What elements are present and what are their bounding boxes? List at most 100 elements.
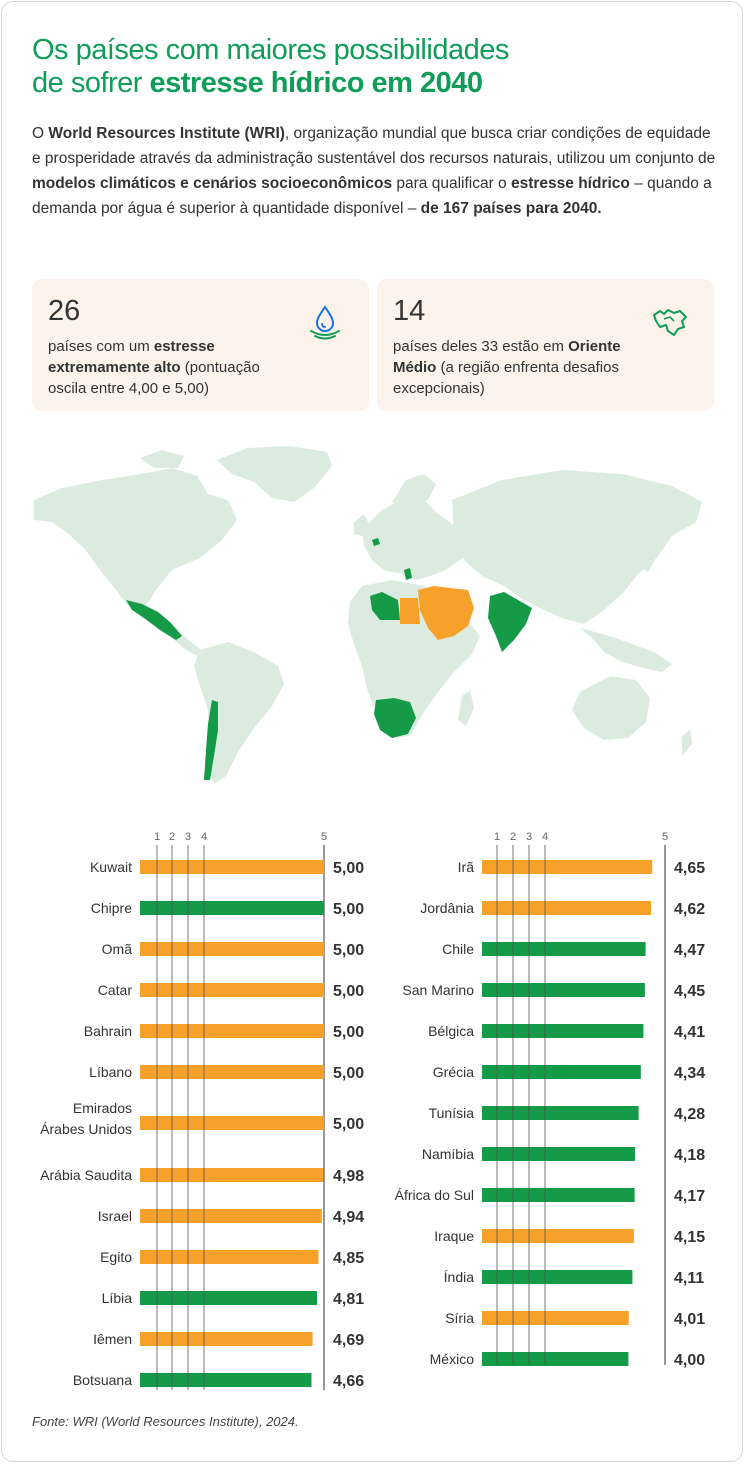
data-label: 5,00: [333, 860, 364, 877]
bar: [140, 1168, 324, 1182]
category-label: Namíbia: [422, 1146, 474, 1162]
bar: [482, 860, 653, 874]
map-japan: [642, 544, 656, 572]
category-label: Omã: [102, 941, 133, 957]
category-label: Síria: [445, 1310, 474, 1326]
bar: [482, 1065, 641, 1079]
bar: [140, 860, 324, 874]
data-label: 4,81: [333, 1291, 364, 1308]
data-label: 4,01: [674, 1311, 705, 1328]
data-label: 5,00: [333, 1116, 364, 1133]
map-chile: [204, 700, 218, 780]
data-label: 4,94: [333, 1209, 364, 1226]
category-label: Iraque: [434, 1228, 474, 1244]
bar: [482, 1188, 635, 1202]
map-new-zealand: [682, 730, 692, 756]
axis-tick-label: 2: [169, 831, 175, 843]
map-libia-tunisia: [370, 592, 400, 620]
data-label: 4,47: [674, 942, 705, 959]
category-label: Botsuana: [73, 1372, 132, 1388]
category-label: Índia: [444, 1269, 475, 1285]
map-south-america: [194, 642, 284, 784]
data-label: 4,85: [333, 1250, 364, 1267]
data-label: 5,00: [333, 901, 364, 918]
data-label: 5,00: [333, 983, 364, 1000]
map-uk: [354, 514, 370, 536]
title-line-2: de sofrer: [32, 67, 150, 99]
stat-card-middle-east: 14 países deles 33 estão em Oriente Médi…: [377, 279, 714, 411]
category-label: Catar: [98, 982, 133, 998]
water-drop-icon: [310, 305, 340, 340]
source-note: Fonte: WRI (World Resources Institute), …: [32, 1414, 299, 1429]
data-label: 4,11: [674, 1270, 704, 1287]
bar: [140, 1250, 319, 1264]
category-label: Líbano: [89, 1064, 132, 1080]
map-belgium: [372, 538, 380, 546]
page-title: Os países com maiores possibilidades de …: [32, 34, 509, 100]
axis-tick-label: 1: [154, 831, 160, 843]
data-label: 5,00: [333, 1024, 364, 1041]
map-scandinavia: [392, 474, 436, 510]
map-north-america: [34, 468, 237, 612]
category-label: África do Sul: [395, 1187, 474, 1203]
data-label: 4,34: [674, 1065, 705, 1082]
category-label: Kuwait: [90, 859, 132, 875]
category-label: Chipre: [91, 900, 132, 916]
category-label: Irã: [458, 859, 475, 875]
data-label: 4,17: [674, 1188, 705, 1205]
title-highlight: estresse hídrico em 2040: [149, 67, 483, 99]
axis-tick-label: 5: [321, 831, 327, 843]
map-europe: [362, 498, 476, 580]
data-label: 5,00: [333, 942, 364, 959]
intro-paragraph: O World Resources Institute (WRI), organ…: [32, 125, 716, 217]
data-label: 4,66: [333, 1373, 364, 1390]
map-india: [488, 592, 532, 652]
axis-tick-label: 2: [510, 831, 516, 843]
bar: [140, 1373, 312, 1387]
map-southeast-asia: [580, 628, 672, 672]
category-label: Jordânia: [420, 900, 474, 916]
axis-tick-label: 4: [201, 831, 207, 843]
category-label: Bahrain: [84, 1023, 132, 1039]
bar: [482, 983, 645, 997]
map-asia: [452, 470, 702, 624]
bar: [140, 1116, 324, 1130]
bar: [140, 1209, 322, 1223]
map-madagascar: [458, 690, 474, 726]
middle-east-map-icon: [653, 309, 687, 336]
category-label: Egito: [100, 1249, 132, 1265]
bar: [482, 1024, 644, 1038]
bar: [140, 901, 324, 915]
data-label: 4,45: [674, 983, 705, 1000]
stat-description: países deles 33 estão em Oriente Médio (…: [393, 338, 621, 397]
bar: [140, 1024, 324, 1038]
map-middle-east: [418, 586, 474, 640]
category-label: Iêmen: [93, 1331, 132, 1347]
axis-tick-label: 1: [494, 831, 500, 843]
bar: [482, 1106, 639, 1120]
map-australia: [572, 676, 650, 740]
bar: [140, 1291, 318, 1305]
stat-number: 14: [393, 295, 426, 327]
data-label: 4,15: [674, 1229, 705, 1246]
stat-card-extreme-stress: 26 países com um estresse extremamente a…: [32, 279, 369, 411]
bar: [482, 901, 652, 915]
category-label: Tunísia: [429, 1105, 475, 1121]
stat-description: países com um estresse extremamente alto…: [48, 338, 260, 397]
category-label: San Marino: [402, 982, 474, 998]
bar: [482, 1229, 634, 1243]
category-label: Bélgica: [428, 1023, 474, 1039]
stat-number: 26: [48, 295, 81, 327]
map-egypt: [400, 598, 420, 624]
data-label: 4,65: [674, 860, 705, 877]
axis-tick-label: 4: [542, 831, 548, 843]
bar: [140, 942, 324, 956]
axis-tick-label: 3: [526, 831, 532, 843]
bar: [482, 1270, 633, 1284]
axis-tick-label: 5: [662, 831, 668, 843]
map-mexico: [126, 600, 182, 640]
category-label: México: [430, 1351, 475, 1367]
map-greece: [404, 568, 412, 580]
bar: [482, 1352, 629, 1366]
